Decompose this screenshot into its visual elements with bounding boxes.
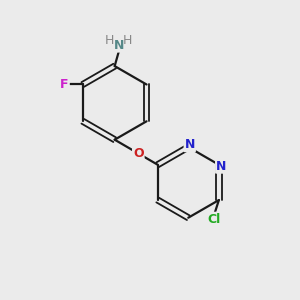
Text: N: N <box>216 160 226 173</box>
Text: Cl: Cl <box>208 213 221 226</box>
Text: H: H <box>105 34 114 47</box>
Text: F: F <box>60 78 69 91</box>
Text: H: H <box>123 34 133 47</box>
Text: N: N <box>114 39 124 52</box>
Text: N: N <box>184 138 195 151</box>
Text: O: O <box>133 147 144 160</box>
